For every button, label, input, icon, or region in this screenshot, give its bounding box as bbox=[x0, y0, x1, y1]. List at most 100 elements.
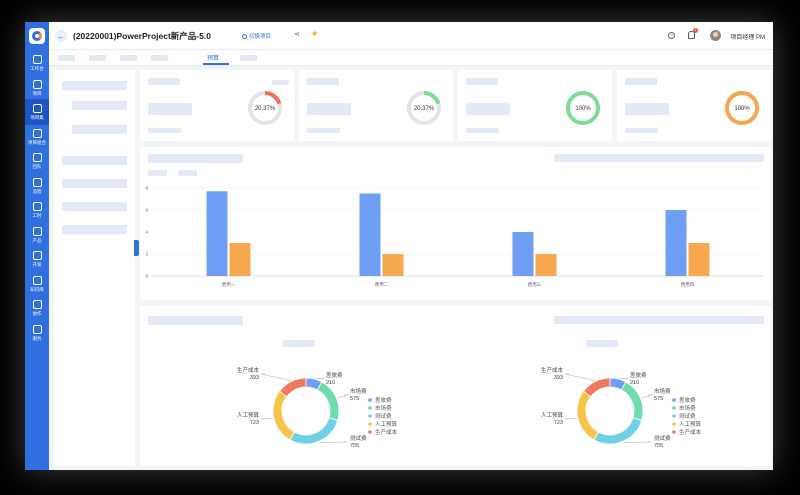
callout-line bbox=[260, 373, 291, 381]
sidebar-item-1[interactable]: 项目 bbox=[25, 75, 49, 101]
tab-budget[interactable]: 预算 bbox=[207, 56, 220, 62]
legend-label[interactable]: 市场费 bbox=[375, 404, 392, 412]
slice-value: 393 bbox=[554, 375, 563, 381]
service-icon bbox=[32, 324, 42, 334]
kpi-progress-ring: 20.37% bbox=[248, 91, 282, 125]
kpi-card: 20.37% bbox=[299, 70, 453, 141]
legend-label[interactable]: 生产成本 bbox=[679, 428, 702, 436]
donut-slice-4[interactable] bbox=[582, 377, 611, 398]
sidebar-item-3[interactable]: 项目组合 bbox=[25, 124, 49, 150]
tree-item[interactable] bbox=[62, 179, 127, 188]
sidebar-item-8[interactable]: 开发 bbox=[25, 246, 49, 272]
donut-slice-3[interactable] bbox=[272, 390, 296, 441]
home-icon bbox=[32, 55, 42, 64]
tree-item[interactable] bbox=[62, 202, 127, 211]
sidebar-item-7[interactable]: 产品 bbox=[25, 222, 49, 248]
back-arrow-icon[interactable]: ← bbox=[55, 30, 67, 42]
notification-count: 1 bbox=[694, 28, 697, 32]
x-tick-label: 费用二 bbox=[375, 281, 389, 288]
callout-line bbox=[314, 377, 325, 380]
legend-label[interactable]: 市场费 bbox=[679, 404, 696, 412]
legend-marker bbox=[368, 398, 372, 402]
legend-label[interactable]: 差旅费 bbox=[375, 396, 392, 404]
slice-value: 393 bbox=[250, 375, 259, 381]
sidebar-item-11[interactable]: 服务 bbox=[25, 320, 49, 346]
help-icon[interactable]: ? bbox=[668, 32, 675, 39]
chart-title-placeholder bbox=[148, 154, 243, 163]
donut-slice-2[interactable] bbox=[593, 417, 643, 445]
bell-icon[interactable] bbox=[688, 31, 695, 39]
slice-value: 575 bbox=[654, 396, 663, 402]
callout-line bbox=[618, 377, 629, 380]
donut-charts: 差旅费210市场费575测试费755人工预算723生产成本393差旅费市场费测试… bbox=[237, 366, 702, 449]
sidebar-item-6[interactable]: 工时 bbox=[25, 197, 49, 223]
legend-marker bbox=[672, 414, 676, 418]
switch-project-button[interactable]: 切换项目 bbox=[242, 32, 271, 40]
slice-value: 210 bbox=[326, 380, 335, 386]
tab-placeholder[interactable] bbox=[89, 55, 106, 61]
slice-value: 723 bbox=[250, 420, 259, 426]
donut-slice-2[interactable] bbox=[289, 417, 339, 445]
share-icon[interactable]: ⋖ bbox=[294, 31, 300, 38]
bar-0-0[interactable] bbox=[206, 191, 228, 276]
legend-label[interactable]: 生产成本 bbox=[375, 428, 398, 436]
x-tick-label: 费用三 bbox=[528, 281, 542, 288]
legend-marker bbox=[672, 398, 676, 402]
sidebar-item-9[interactable]: 知识库 bbox=[25, 271, 49, 297]
legend-label[interactable]: 测试费 bbox=[375, 412, 392, 420]
legend-label[interactable]: 差旅费 bbox=[679, 396, 696, 404]
sidebar-item-label: 协作 bbox=[32, 311, 42, 316]
sidebar-item-5[interactable]: 流程 bbox=[25, 173, 49, 199]
collapse-handle[interactable] bbox=[134, 240, 139, 256]
tab-bar: 预算 bbox=[49, 50, 773, 66]
tree-item[interactable] bbox=[72, 125, 127, 134]
legend-label[interactable]: 人工预算 bbox=[375, 420, 398, 428]
donut-slice-1[interactable] bbox=[316, 381, 340, 421]
legend-label[interactable]: 测试费 bbox=[679, 412, 696, 420]
chart-filter-placeholder[interactable] bbox=[554, 154, 764, 162]
chart-filter-placeholder[interactable] bbox=[554, 316, 764, 324]
bar-0-3[interactable] bbox=[665, 210, 687, 276]
kpi-value-placeholder bbox=[148, 103, 192, 115]
slice-label: 生产成本 bbox=[237, 366, 260, 374]
bar-0-1[interactable] bbox=[359, 193, 381, 277]
sidebar-item-4[interactable]: 团队 bbox=[25, 148, 49, 174]
donut-slice-4[interactable] bbox=[278, 377, 307, 398]
tree-item[interactable] bbox=[72, 101, 127, 110]
star-icon[interactable]: ★ bbox=[311, 29, 319, 38]
bar-1-0[interactable] bbox=[229, 243, 251, 276]
sidebar-item-label: 工作台 bbox=[30, 66, 44, 71]
sidebar-item-label: 项目 bbox=[32, 90, 42, 96]
sidebar-item-0[interactable]: 工作台 bbox=[25, 50, 49, 76]
bar-1-1[interactable] bbox=[382, 254, 404, 276]
notification-badge: 1 bbox=[693, 28, 698, 33]
bar-1-2[interactable] bbox=[535, 254, 557, 276]
tab-placeholder[interactable] bbox=[58, 55, 75, 61]
slice-label: 生产成本 bbox=[541, 366, 564, 374]
app-window: 工作台 项目 项目集 项目组合 团队 流程 工时 产品 开发 知识库 协作 服务 ← (2022000… bbox=[25, 22, 773, 470]
sidebar-item-10[interactable]: 协作 bbox=[25, 295, 49, 321]
kpi-tag-placeholder bbox=[272, 80, 289, 85]
kpi-value: 100% bbox=[734, 106, 750, 112]
kpi-progress-ring: 100% bbox=[566, 91, 600, 125]
tab-placeholder[interactable] bbox=[151, 55, 168, 61]
donut-slice-3[interactable] bbox=[576, 390, 600, 441]
legend-marker bbox=[672, 406, 676, 410]
tab-placeholder[interactable] bbox=[240, 55, 257, 61]
bar-1-3[interactable] bbox=[688, 243, 710, 276]
kpi-card: 100% bbox=[617, 70, 771, 141]
legend-label[interactable]: 人工预算 bbox=[679, 420, 702, 428]
sidebar-item-2[interactable]: 项目集 bbox=[25, 99, 49, 125]
user-name[interactable]: 项目经理 PM bbox=[730, 35, 765, 41]
bar-0-2[interactable] bbox=[512, 232, 534, 276]
donut-slice-1[interactable] bbox=[620, 381, 644, 421]
app-logo[interactable] bbox=[29, 28, 45, 44]
tree-item[interactable] bbox=[62, 81, 127, 90]
slice-label: 差旅费 bbox=[630, 371, 647, 379]
tree-item[interactable] bbox=[62, 225, 127, 234]
avatar[interactable] bbox=[710, 30, 721, 41]
donut-subtitle-placeholder bbox=[283, 340, 315, 347]
slice-value: 575 bbox=[350, 396, 359, 402]
tree-item[interactable] bbox=[62, 156, 127, 165]
tab-placeholder[interactable] bbox=[120, 55, 137, 61]
